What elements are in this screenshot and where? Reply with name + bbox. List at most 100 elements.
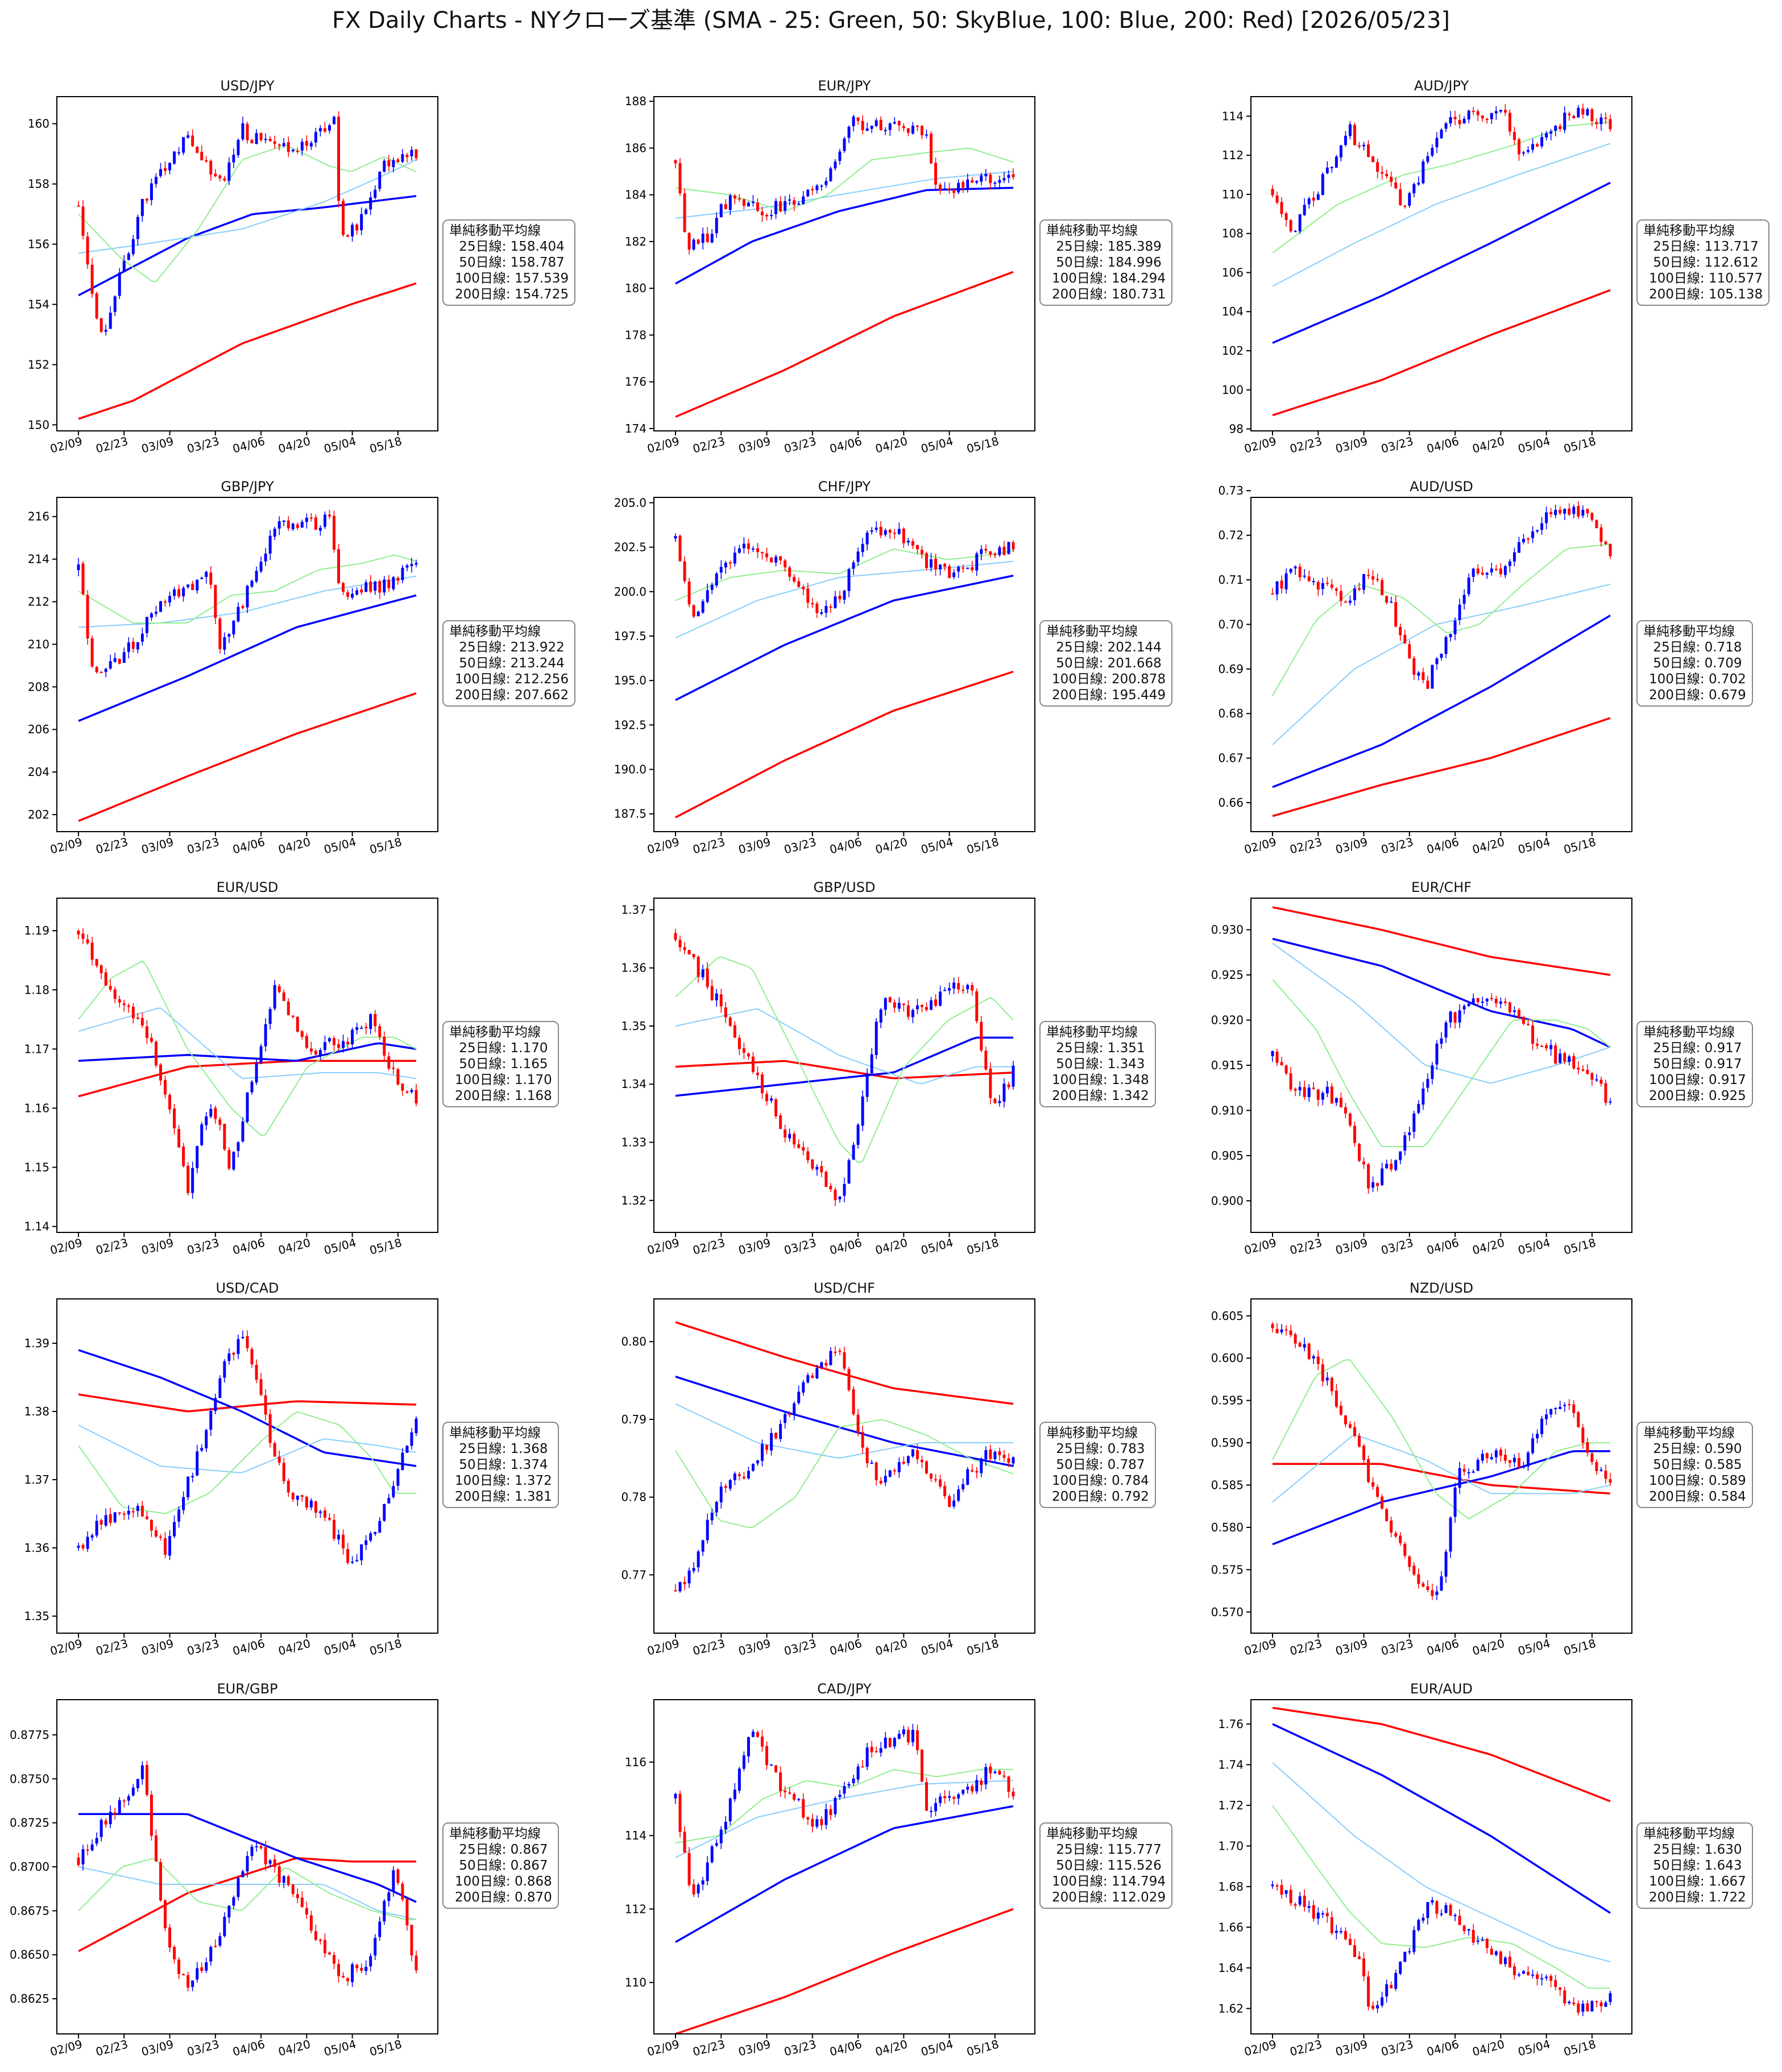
sma50-line <box>78 1425 417 1473</box>
candle <box>1344 600 1347 603</box>
candle <box>122 1799 126 1808</box>
candle <box>715 571 718 588</box>
candle <box>1440 1909 1443 1917</box>
candle <box>966 1783 969 1794</box>
candle <box>925 129 928 139</box>
candle-body <box>1271 1884 1274 1886</box>
candle-body <box>415 1955 418 1971</box>
candle-body <box>784 1414 787 1423</box>
x-tick-label: 02/09 <box>645 835 681 857</box>
candle <box>1577 1061 1580 1074</box>
x-tick-label: 03/23 <box>1379 1637 1415 1658</box>
candle <box>1321 1911 1324 1918</box>
candle-body <box>342 1041 345 1048</box>
candle-body <box>1586 509 1589 514</box>
candle <box>962 180 965 193</box>
candle-body <box>355 1560 359 1562</box>
candle-body <box>1348 600 1352 603</box>
x-tick-label: 03/23 <box>782 1637 818 1658</box>
sma-legend: 単純移動平均線 25日線: 0.783 50日線: 0.787 100日線: 0.… <box>1039 1422 1156 1508</box>
candle-body <box>930 559 933 568</box>
candle <box>1348 121 1352 140</box>
candle-body <box>1321 1364 1324 1382</box>
candle <box>1499 1447 1502 1462</box>
candle <box>1298 1892 1302 1907</box>
candle <box>761 206 764 222</box>
candle <box>1590 107 1594 126</box>
candle-body <box>1325 1377 1329 1381</box>
candle <box>205 571 208 584</box>
candle <box>971 1464 974 1472</box>
candle <box>761 1439 764 1467</box>
candle-body <box>1563 509 1566 514</box>
candle-body <box>95 1521 98 1536</box>
candle-body <box>164 601 167 603</box>
candle-body <box>984 549 988 551</box>
candle-body <box>1330 584 1333 588</box>
candle-body <box>915 125 919 127</box>
candle <box>692 1562 695 1573</box>
candle <box>323 1507 326 1522</box>
candle-body <box>1545 1414 1548 1419</box>
y-tick-label: 0.71 <box>1218 573 1244 587</box>
candle <box>1362 1443 1366 1465</box>
sma25-line <box>675 147 1014 212</box>
candle <box>920 1004 923 1012</box>
candle-body <box>1381 1496 1384 1509</box>
candle-body <box>852 1778 855 1783</box>
candle <box>374 1010 377 1033</box>
candle <box>131 1784 135 1797</box>
candle <box>733 1471 736 1485</box>
candle-body <box>392 1068 395 1069</box>
candle <box>264 1018 267 1052</box>
x-tick-label: 05/04 <box>919 1236 955 1257</box>
candle-body <box>1394 182 1398 189</box>
candle <box>952 1795 956 1805</box>
candle <box>774 1432 778 1440</box>
candle-body <box>305 1036 308 1048</box>
candle-body <box>834 161 837 169</box>
candle <box>1563 1402 1566 1412</box>
candle-body <box>1435 1901 1439 1914</box>
candle-body <box>861 1096 864 1126</box>
x-tick-label: 03/09 <box>737 835 772 857</box>
candle-body <box>774 1432 778 1439</box>
y-tick-label: 0.905 <box>1211 1149 1244 1162</box>
candle-body <box>1531 144 1535 150</box>
candle-body <box>962 1484 965 1489</box>
candle <box>784 1413 787 1429</box>
candle-body <box>1362 144 1366 147</box>
candle <box>277 1450 281 1465</box>
candle-body <box>747 202 750 207</box>
candle <box>95 958 98 968</box>
legend-item-sma100: 100日線: 0.868 <box>455 1874 552 1889</box>
candle-body <box>351 1029 354 1045</box>
candle <box>728 1016 732 1027</box>
candle <box>191 129 194 147</box>
legend-item-sma50: 50日線: 1.343 <box>1052 1057 1145 1072</box>
candle-body <box>1344 1415 1347 1425</box>
candle-body <box>751 1463 755 1471</box>
y-tick-label: 110 <box>625 1976 647 1990</box>
candle-body <box>806 1151 810 1160</box>
candle <box>697 1883 700 1897</box>
candle <box>719 989 723 1013</box>
candle <box>378 1517 382 1533</box>
sma50-line <box>1272 1762 1611 1963</box>
candle <box>1485 572 1489 579</box>
candle-body <box>1517 1010 1520 1018</box>
candle-body <box>396 1869 400 1883</box>
candle-body <box>893 122 896 124</box>
candle-body <box>1325 1913 1329 1917</box>
candle <box>1494 1950 1498 1957</box>
candle <box>1367 1455 1370 1484</box>
candle <box>1298 214 1302 234</box>
candle-body <box>104 330 107 332</box>
candle <box>77 929 80 940</box>
candle <box>333 1514 336 1541</box>
candle-body <box>355 224 359 231</box>
candle-body <box>1435 1591 1439 1595</box>
legend-item-sma50: 50日線: 0.585 <box>1649 1458 1742 1472</box>
candle-body <box>1362 1161 1366 1165</box>
candle <box>405 152 409 163</box>
